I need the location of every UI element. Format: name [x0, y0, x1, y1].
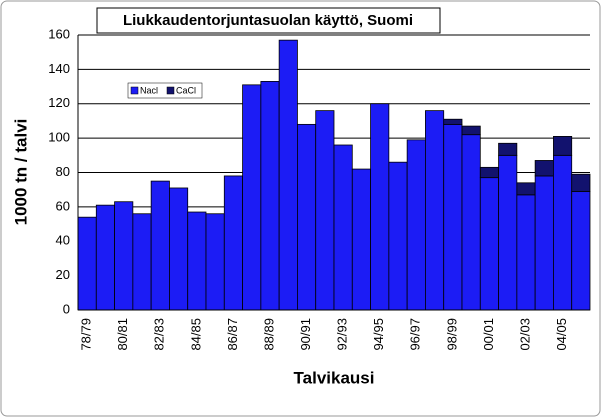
bar-segment [534, 175, 554, 311]
x-tick-label: 84/85 [188, 318, 203, 351]
bar-segment [534, 160, 554, 177]
legend-swatch [166, 86, 175, 95]
x-tick-label: 00/01 [481, 318, 496, 351]
bar-segment [114, 201, 134, 311]
legend-label: CaCl [176, 85, 196, 95]
legend-label: Nacl [140, 85, 158, 95]
bar-segment [443, 123, 463, 311]
bar-segment [333, 144, 353, 311]
y-tick-label: 60 [56, 198, 70, 213]
bar-segment [315, 110, 335, 311]
x-tick-label: 96/97 [408, 318, 423, 351]
bar-segment [571, 173, 591, 192]
x-tick-label: 04/05 [554, 318, 569, 351]
x-tick-label: 78/79 [79, 318, 94, 351]
bar-segment [425, 110, 445, 311]
y-tick-label: 100 [48, 130, 70, 145]
bar-segment [516, 182, 536, 196]
bar-segment [77, 216, 97, 311]
bar-segment [95, 204, 115, 311]
x-tick-label: 80/81 [115, 318, 130, 351]
bar-segment [187, 211, 207, 311]
y-axis-label: 1000 tn / talvi [11, 119, 30, 226]
x-tick-label: 98/99 [444, 318, 459, 351]
bar-segment [479, 166, 499, 179]
bar-segment [479, 177, 499, 311]
y-tick-label: 20 [56, 267, 70, 282]
bar-segment [297, 123, 317, 311]
x-tick-label: 88/89 [261, 318, 276, 351]
legend-box [127, 82, 203, 99]
bar-segment [242, 84, 262, 311]
bar-segment [406, 139, 426, 311]
x-tick-label: 82/83 [152, 318, 167, 351]
bar-segment [205, 213, 225, 311]
y-tick-label: 120 [48, 95, 70, 110]
legend-swatch [130, 86, 139, 95]
y-tick-label: 40 [56, 233, 70, 248]
bar-segment [571, 191, 591, 311]
title-box [96, 7, 441, 34]
bar-segment [278, 39, 298, 311]
x-tick-label: 90/91 [298, 318, 313, 351]
bar-segment [461, 134, 481, 311]
bar-segment [150, 180, 170, 311]
y-tick-label: 80 [56, 164, 70, 179]
y-tick-label: 140 [48, 61, 70, 76]
bar-segment [388, 161, 408, 311]
bar-segment [370, 103, 390, 311]
bar-segment [169, 187, 189, 311]
bar-segment [553, 136, 573, 156]
bar-segment [132, 213, 152, 311]
bar-segment [498, 154, 518, 311]
bar-segment [223, 175, 243, 311]
x-tick-label: 02/03 [517, 318, 532, 351]
x-tick-label: 86/87 [225, 318, 240, 351]
bar-segment [260, 81, 280, 311]
chart-title: Liukkaudentorjuntasuolan käyttö, Suomi [123, 12, 413, 29]
bar-segment [351, 168, 371, 311]
x-axis-label: Talvikausi [294, 368, 375, 387]
bar-segment [461, 125, 481, 136]
bar-segment [516, 194, 536, 311]
bar-segment [553, 154, 573, 311]
x-tick-label: 94/95 [371, 318, 386, 351]
y-tick-label: 0 [63, 301, 70, 316]
y-tick-label: 160 [48, 26, 70, 41]
x-tick-label: 92/93 [335, 318, 350, 351]
bar-segment [443, 118, 463, 125]
bar-segment [498, 142, 518, 156]
